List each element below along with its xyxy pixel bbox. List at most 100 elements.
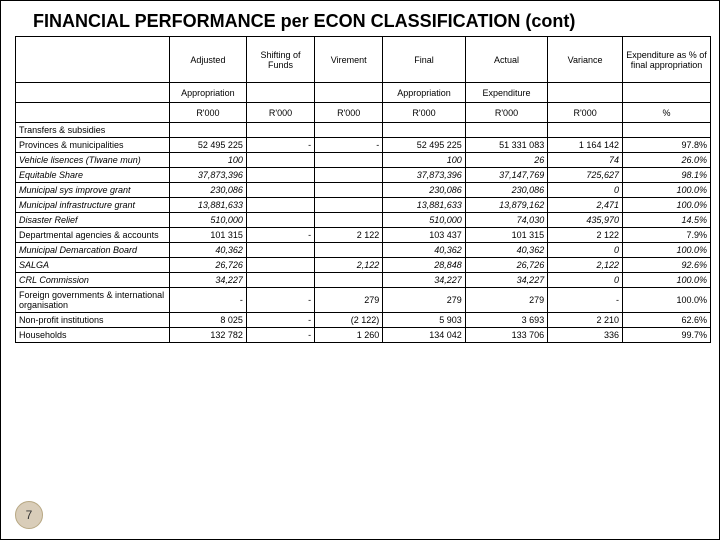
cell-value: 34,227 <box>465 273 547 288</box>
row-label: Households <box>16 328 170 343</box>
table-row: CRL Commission34,22734,22734,2270100.0% <box>16 273 711 288</box>
cell-value <box>246 198 314 213</box>
cell-value <box>315 168 383 183</box>
table-row: Foreign governments & international orga… <box>16 288 711 313</box>
row-label: Provinces & municipalities <box>16 138 170 153</box>
table-row: SALGA26,7262,12228,84826,7262,12292.6% <box>16 258 711 273</box>
cell-value: 2 122 <box>315 228 383 243</box>
table-row: Provinces & municipalities52 495 225--52… <box>16 138 711 153</box>
col-header <box>16 37 170 83</box>
col-header: Shifting of Funds <box>246 37 314 83</box>
table-row: Disaster Relief510,000510,00074,030435,9… <box>16 213 711 228</box>
cell-value: 279 <box>465 288 547 313</box>
cell-value: 98.1% <box>622 168 710 183</box>
cell-value <box>383 123 465 138</box>
cell-value <box>246 273 314 288</box>
row-label: Transfers & subsidies <box>16 123 170 138</box>
cell-value: 7.9% <box>622 228 710 243</box>
cell-value <box>465 123 547 138</box>
cell-value: 101 315 <box>169 228 246 243</box>
col-header: Virement <box>315 37 383 83</box>
header-row-3: R'000R'000R'000R'000R'000R'000% <box>16 103 711 123</box>
cell-value: - <box>169 288 246 313</box>
col-header <box>246 83 314 103</box>
cell-value: 34,227 <box>169 273 246 288</box>
cell-value: 100.0% <box>622 183 710 198</box>
row-label: SALGA <box>16 258 170 273</box>
cell-value <box>169 123 246 138</box>
col-header: Expenditure as % of final appropriation <box>622 37 710 83</box>
cell-value: 279 <box>383 288 465 313</box>
row-label: Non-profit institutions <box>16 313 170 328</box>
cell-value: 99.7% <box>622 328 710 343</box>
cell-value: 133 706 <box>465 328 547 343</box>
cell-value: 34,227 <box>383 273 465 288</box>
cell-value: 0 <box>548 243 623 258</box>
cell-value: 26,726 <box>169 258 246 273</box>
cell-value: 92.6% <box>622 258 710 273</box>
col-header <box>548 83 623 103</box>
cell-value: (2 122) <box>315 313 383 328</box>
row-label: Municipal Demarcation Board <box>16 243 170 258</box>
table-row: Departmental agencies & accounts101 315-… <box>16 228 711 243</box>
cell-value: 37,873,396 <box>169 168 246 183</box>
col-header <box>622 83 710 103</box>
table-row: Municipal Demarcation Board40,36240,3624… <box>16 243 711 258</box>
cell-value: 230,086 <box>383 183 465 198</box>
row-label: Equitable Share <box>16 168 170 183</box>
col-header: % <box>622 103 710 123</box>
header-row-2: AppropriationAppropriationExpenditure <box>16 83 711 103</box>
row-label: CRL Commission <box>16 273 170 288</box>
cell-value: 134 042 <box>383 328 465 343</box>
cell-value <box>246 183 314 198</box>
cell-value <box>246 123 314 138</box>
cell-value: 100.0% <box>622 273 710 288</box>
cell-value: 26.0% <box>622 153 710 168</box>
cell-value: 1 260 <box>315 328 383 343</box>
cell-value: 13,879,162 <box>465 198 547 213</box>
cell-value: 52 495 225 <box>383 138 465 153</box>
cell-value <box>315 273 383 288</box>
cell-value: 2,122 <box>548 258 623 273</box>
table-row: Municipal sys improve grant230,086230,08… <box>16 183 711 198</box>
cell-value: 13,881,633 <box>169 198 246 213</box>
row-label: Departmental agencies & accounts <box>16 228 170 243</box>
col-header <box>16 83 170 103</box>
cell-value: 100.0% <box>622 198 710 213</box>
table-row: Vehicle lisences (Tlwane mun)10010026742… <box>16 153 711 168</box>
table-row: Equitable Share37,873,39637,873,39637,14… <box>16 168 711 183</box>
cell-value: 100 <box>169 153 246 168</box>
cell-value: 74 <box>548 153 623 168</box>
cell-value: 2,122 <box>315 258 383 273</box>
cell-value: 13,881,633 <box>383 198 465 213</box>
cell-value <box>315 243 383 258</box>
col-header: Appropriation <box>169 83 246 103</box>
cell-value: - <box>246 138 314 153</box>
table-body: Transfers & subsidiesProvinces & municip… <box>16 123 711 343</box>
cell-value: 0 <box>548 273 623 288</box>
col-header: R'000 <box>548 103 623 123</box>
cell-value: 2 210 <box>548 313 623 328</box>
page-number-badge: 7 <box>15 501 43 529</box>
cell-value: 40,362 <box>383 243 465 258</box>
row-label: Vehicle lisences (Tlwane mun) <box>16 153 170 168</box>
cell-value: 100.0% <box>622 288 710 313</box>
cell-value <box>315 123 383 138</box>
cell-value: 0 <box>548 183 623 198</box>
cell-value: 100 <box>383 153 465 168</box>
cell-value <box>315 153 383 168</box>
col-header: R'000 <box>315 103 383 123</box>
cell-value: 2,471 <box>548 198 623 213</box>
table-row: Transfers & subsidies <box>16 123 711 138</box>
cell-value <box>315 198 383 213</box>
cell-value: 230,086 <box>465 183 547 198</box>
cell-value: 100.0% <box>622 243 710 258</box>
cell-value: 74,030 <box>465 213 547 228</box>
table-row: Municipal infrastructure grant13,881,633… <box>16 198 711 213</box>
cell-value: 1 164 142 <box>548 138 623 153</box>
cell-value <box>548 123 623 138</box>
col-header: Appropriation <box>383 83 465 103</box>
cell-value: 725,627 <box>548 168 623 183</box>
header-row-1: AdjustedShifting of FundsVirementFinalAc… <box>16 37 711 83</box>
col-header: R'000 <box>383 103 465 123</box>
